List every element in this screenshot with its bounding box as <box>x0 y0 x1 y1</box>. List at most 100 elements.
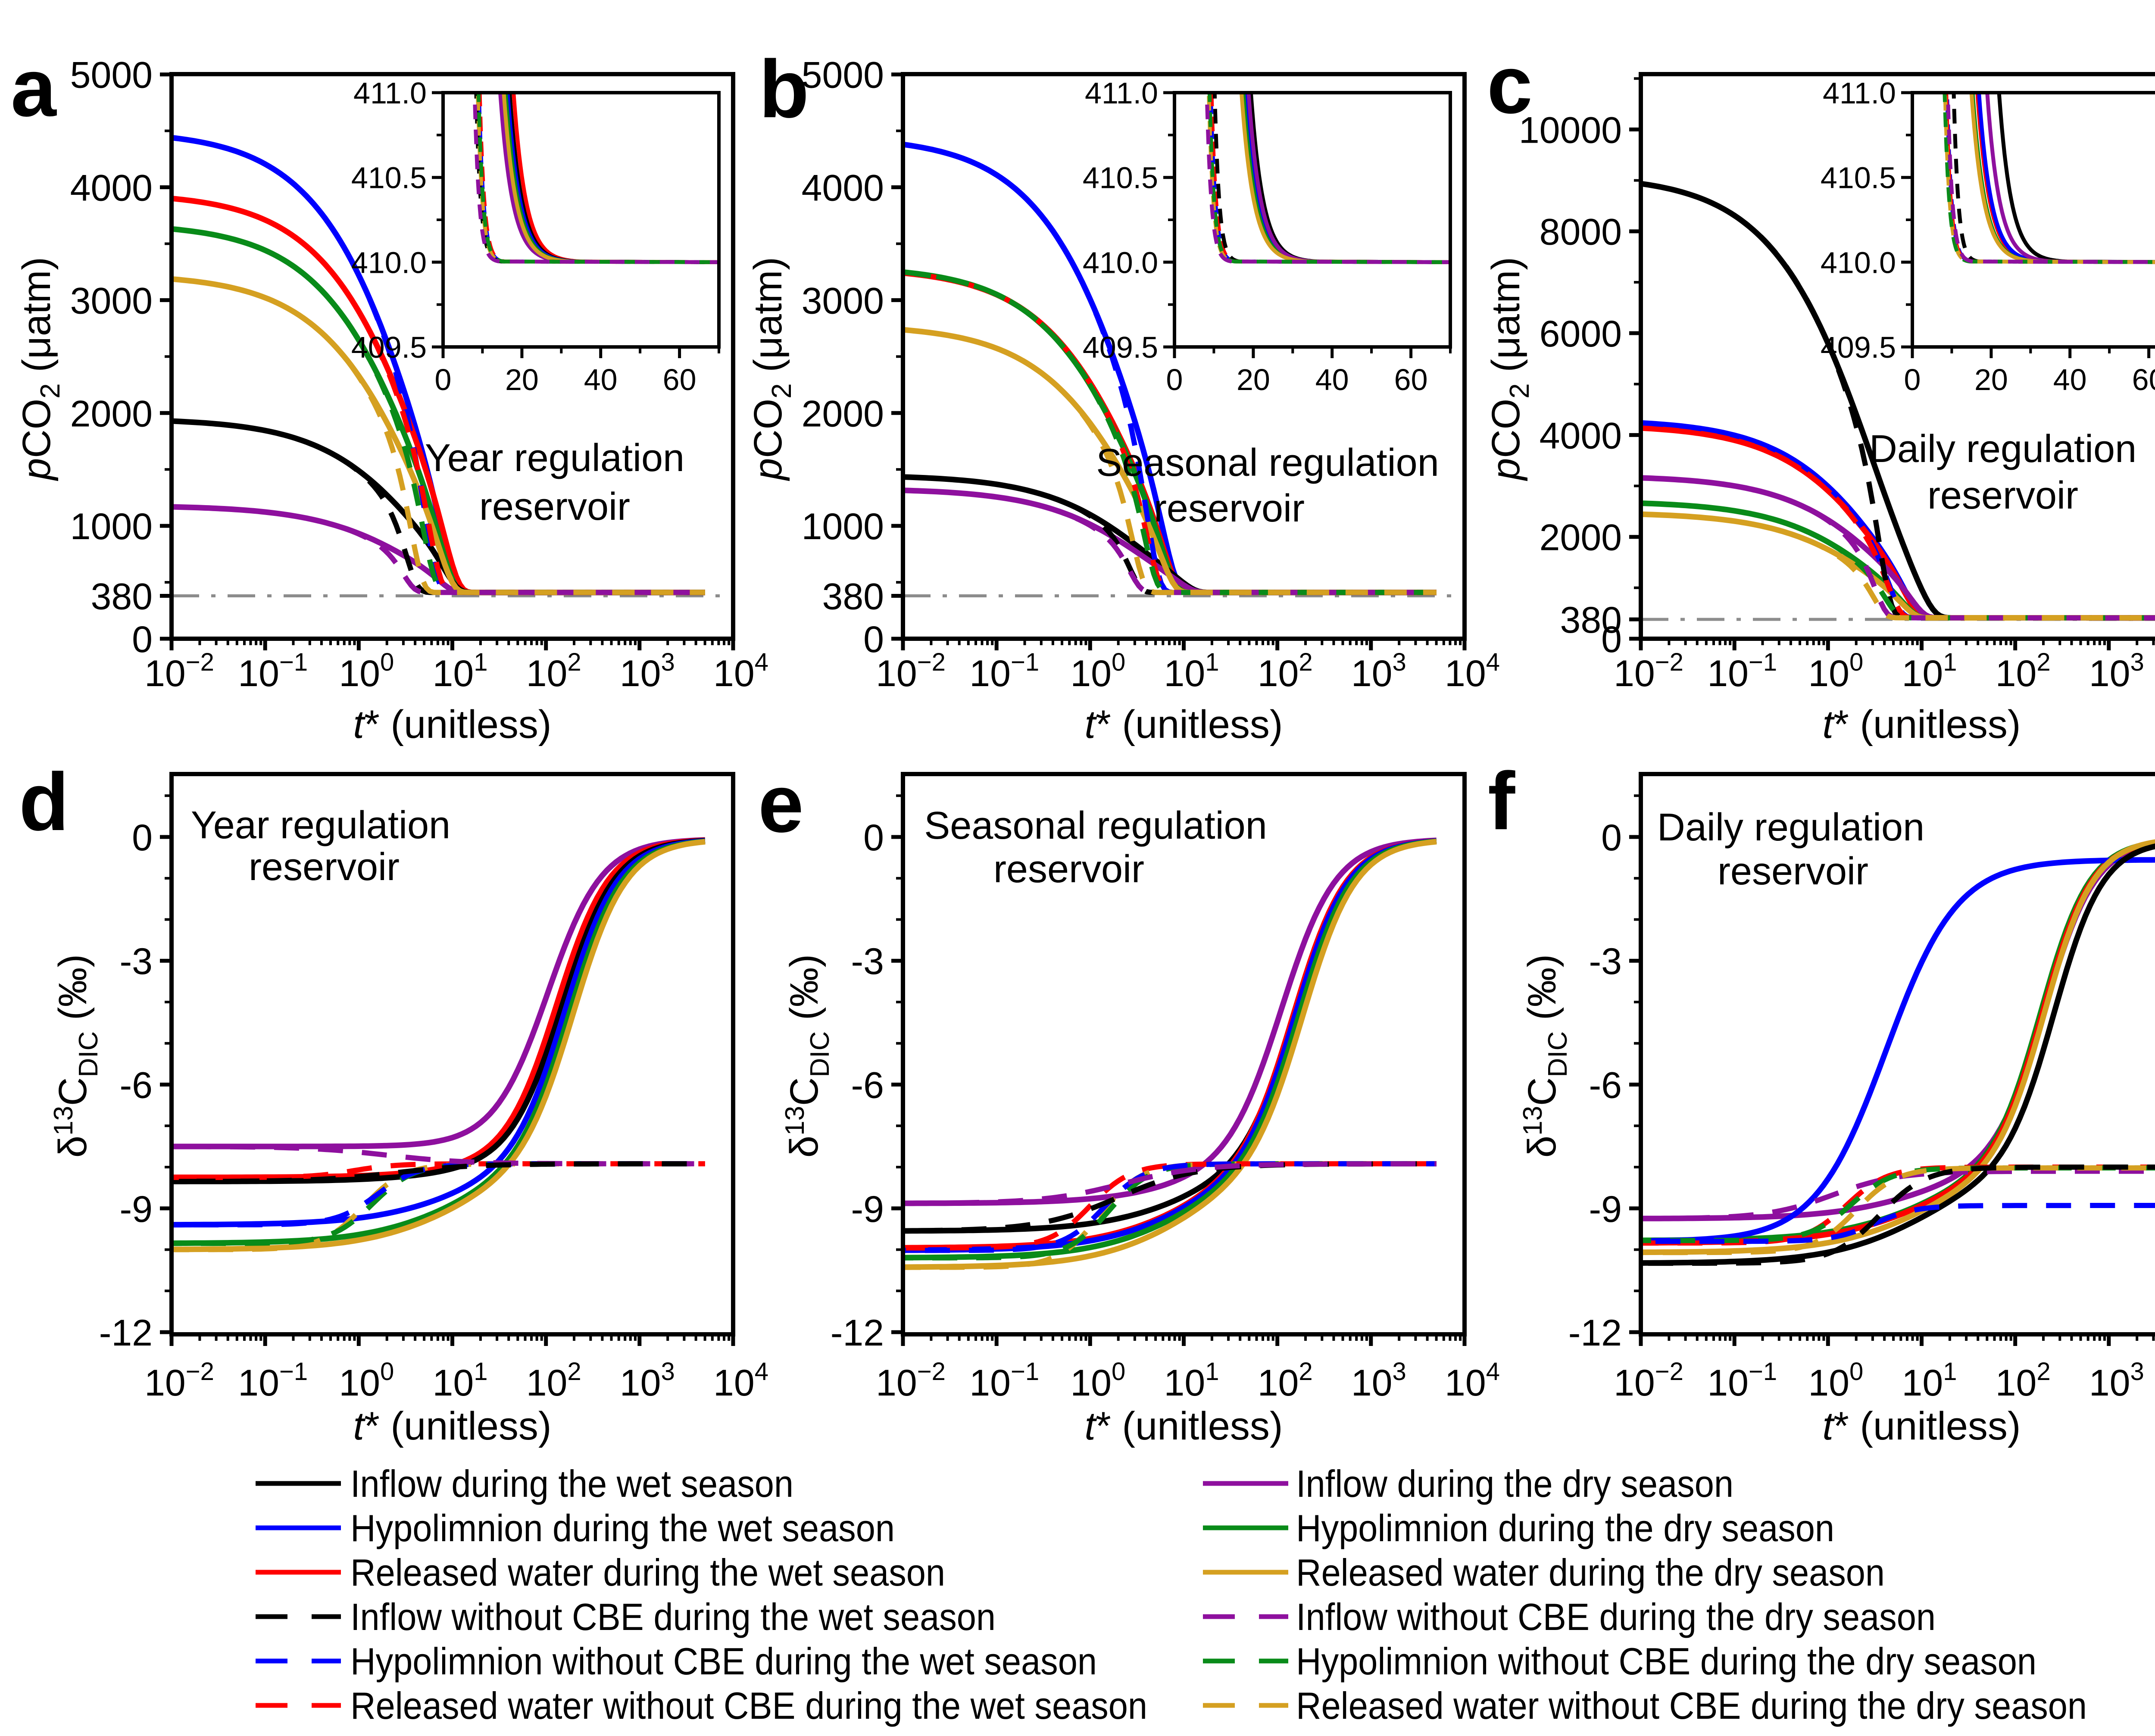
svg-text:103: 103 <box>1351 1358 1406 1404</box>
svg-text:f: f <box>1488 756 1515 847</box>
svg-text:Inflow without CBE during the: Inflow without CBE during the dry season <box>1296 1595 1936 1638</box>
svg-text:100: 100 <box>1070 1358 1125 1404</box>
svg-text:-9: -9 <box>120 1189 153 1230</box>
svg-text:3000: 3000 <box>802 280 884 322</box>
svg-text:40: 40 <box>2053 363 2087 397</box>
svg-text:e: e <box>758 758 804 849</box>
svg-text:-3: -3 <box>1589 941 1622 982</box>
svg-text:-6: -6 <box>1589 1065 1622 1106</box>
svg-text:3000: 3000 <box>70 280 153 322</box>
svg-text:101: 101 <box>1902 1358 1957 1404</box>
svg-text:0: 0 <box>1166 363 1183 397</box>
svg-text:-3: -3 <box>851 941 884 982</box>
svg-text:Hypolimnion without CBE during: Hypolimnion without CBE during the wet s… <box>350 1640 1097 1683</box>
svg-text:Inflow during the wet season: Inflow during the wet season <box>350 1462 793 1505</box>
svg-text:c: c <box>1487 39 1533 131</box>
svg-text:Year regulation: Year regulation <box>191 804 450 847</box>
svg-text:103: 103 <box>2089 648 2144 694</box>
svg-text:Hypolimnion during the dry sea: Hypolimnion during the dry season <box>1296 1507 1834 1549</box>
svg-text:102: 102 <box>1996 1358 2051 1404</box>
svg-text:Daily regulation: Daily regulation <box>1869 428 2136 471</box>
svg-text:reservoir: reservoir <box>479 485 630 528</box>
svg-text:2000: 2000 <box>1540 517 1622 559</box>
svg-text:Year regulation: Year regulation <box>425 437 684 480</box>
svg-text:-9: -9 <box>851 1189 884 1230</box>
svg-text:-3: -3 <box>120 941 153 982</box>
svg-text:40: 40 <box>584 363 618 397</box>
svg-text:Released water without CBE dur: Released water without CBE during the dr… <box>1296 1684 2087 1727</box>
svg-text:Hypolimnion during the wet sea: Hypolimnion during the wet season <box>350 1507 895 1549</box>
svg-text:20: 20 <box>1237 363 1270 397</box>
svg-text:t* (unitless): t* (unitless) <box>1822 703 2021 746</box>
svg-text:4000: 4000 <box>70 168 153 209</box>
svg-text:2000: 2000 <box>70 393 153 434</box>
svg-text:4000: 4000 <box>802 168 884 209</box>
svg-text:380: 380 <box>1560 599 1622 641</box>
svg-text:b: b <box>759 44 809 135</box>
svg-text:pCO2 (μatm): pCO2 (μatm) <box>15 257 66 481</box>
svg-text:60: 60 <box>2132 363 2155 397</box>
svg-text:pCO2 (μatm): pCO2 (μatm) <box>1484 257 1535 481</box>
svg-text:410.0: 410.0 <box>1083 246 1158 279</box>
svg-text:409.5: 409.5 <box>1083 331 1158 364</box>
svg-text:6000: 6000 <box>1540 313 1622 355</box>
svg-text:t* (unitless): t* (unitless) <box>1822 1404 2021 1448</box>
svg-text:0: 0 <box>1601 817 1622 859</box>
svg-text:104: 104 <box>713 1358 768 1404</box>
svg-text:20: 20 <box>505 363 539 397</box>
svg-text:8000: 8000 <box>1540 212 1622 253</box>
svg-text:10−1: 10−1 <box>1707 1358 1777 1404</box>
svg-text:t* (unitless): t* (unitless) <box>353 1404 551 1448</box>
svg-text:410.5: 410.5 <box>1083 161 1158 195</box>
svg-text:Hypolimnion without CBE during: Hypolimnion without CBE during the dry s… <box>1296 1640 2036 1683</box>
svg-text:410.0: 410.0 <box>1821 246 1896 279</box>
svg-text:0: 0 <box>1601 619 1622 660</box>
svg-text:411.0: 411.0 <box>1823 76 1896 110</box>
svg-text:t* (unitless): t* (unitless) <box>353 703 551 746</box>
svg-text:Released water during the dry: Released water during the dry season <box>1296 1551 1885 1594</box>
svg-text:411.0: 411.0 <box>353 76 427 110</box>
svg-text:20: 20 <box>1974 363 2008 397</box>
svg-text:1000: 1000 <box>802 506 884 547</box>
svg-text:410.0: 410.0 <box>351 246 427 279</box>
svg-text:10−1: 10−1 <box>969 1358 1039 1404</box>
svg-text:409.5: 409.5 <box>351 331 427 364</box>
svg-text:Seasonal regulation: Seasonal regulation <box>924 804 1267 847</box>
svg-text:-9: -9 <box>1589 1189 1622 1230</box>
svg-text:d: d <box>19 756 69 848</box>
svg-text:-6: -6 <box>120 1065 153 1106</box>
svg-text:reservoir: reservoir <box>1927 474 2078 517</box>
svg-text:40: 40 <box>1315 363 1349 397</box>
svg-text:1000: 1000 <box>70 506 153 547</box>
svg-text:-12: -12 <box>831 1312 884 1354</box>
svg-text:5000: 5000 <box>70 55 153 96</box>
svg-text:Inflow during the dry season: Inflow during the dry season <box>1296 1462 1733 1505</box>
svg-text:reservoir: reservoir <box>249 846 400 889</box>
svg-text:380: 380 <box>91 576 153 618</box>
svg-text:0: 0 <box>1904 363 1921 397</box>
svg-text:10000: 10000 <box>1519 109 1622 151</box>
svg-text:Daily regulation: Daily regulation <box>1657 806 1924 849</box>
svg-text:409.5: 409.5 <box>1821 331 1896 364</box>
svg-text:380: 380 <box>822 576 884 618</box>
svg-text:reservoir: reservoir <box>1154 487 1305 530</box>
svg-text:Seasonal regulation: Seasonal regulation <box>1096 441 1439 484</box>
svg-text:2000: 2000 <box>802 393 884 434</box>
svg-text:0: 0 <box>863 817 884 859</box>
svg-text:0: 0 <box>132 619 153 660</box>
svg-text:t* (unitless): t* (unitless) <box>1084 1404 1283 1448</box>
svg-text:410.5: 410.5 <box>351 161 427 195</box>
svg-text:t* (unitless): t* (unitless) <box>1084 703 1283 746</box>
svg-text:10−1: 10−1 <box>1707 648 1777 694</box>
svg-text:a: a <box>11 42 57 134</box>
svg-text:reservoir: reservoir <box>993 848 1144 891</box>
svg-text:411.0: 411.0 <box>1085 76 1158 110</box>
svg-text:4000: 4000 <box>1540 415 1622 456</box>
svg-text:-12: -12 <box>99 1312 153 1354</box>
svg-text:0: 0 <box>435 363 452 397</box>
svg-text:0: 0 <box>863 619 884 660</box>
svg-text:reservoir: reservoir <box>1718 850 1868 893</box>
svg-text:Released water during the wet: Released water during the wet season <box>350 1551 945 1594</box>
svg-text:pCO2 (μatm): pCO2 (μatm) <box>746 257 797 481</box>
svg-text:5000: 5000 <box>802 55 884 96</box>
